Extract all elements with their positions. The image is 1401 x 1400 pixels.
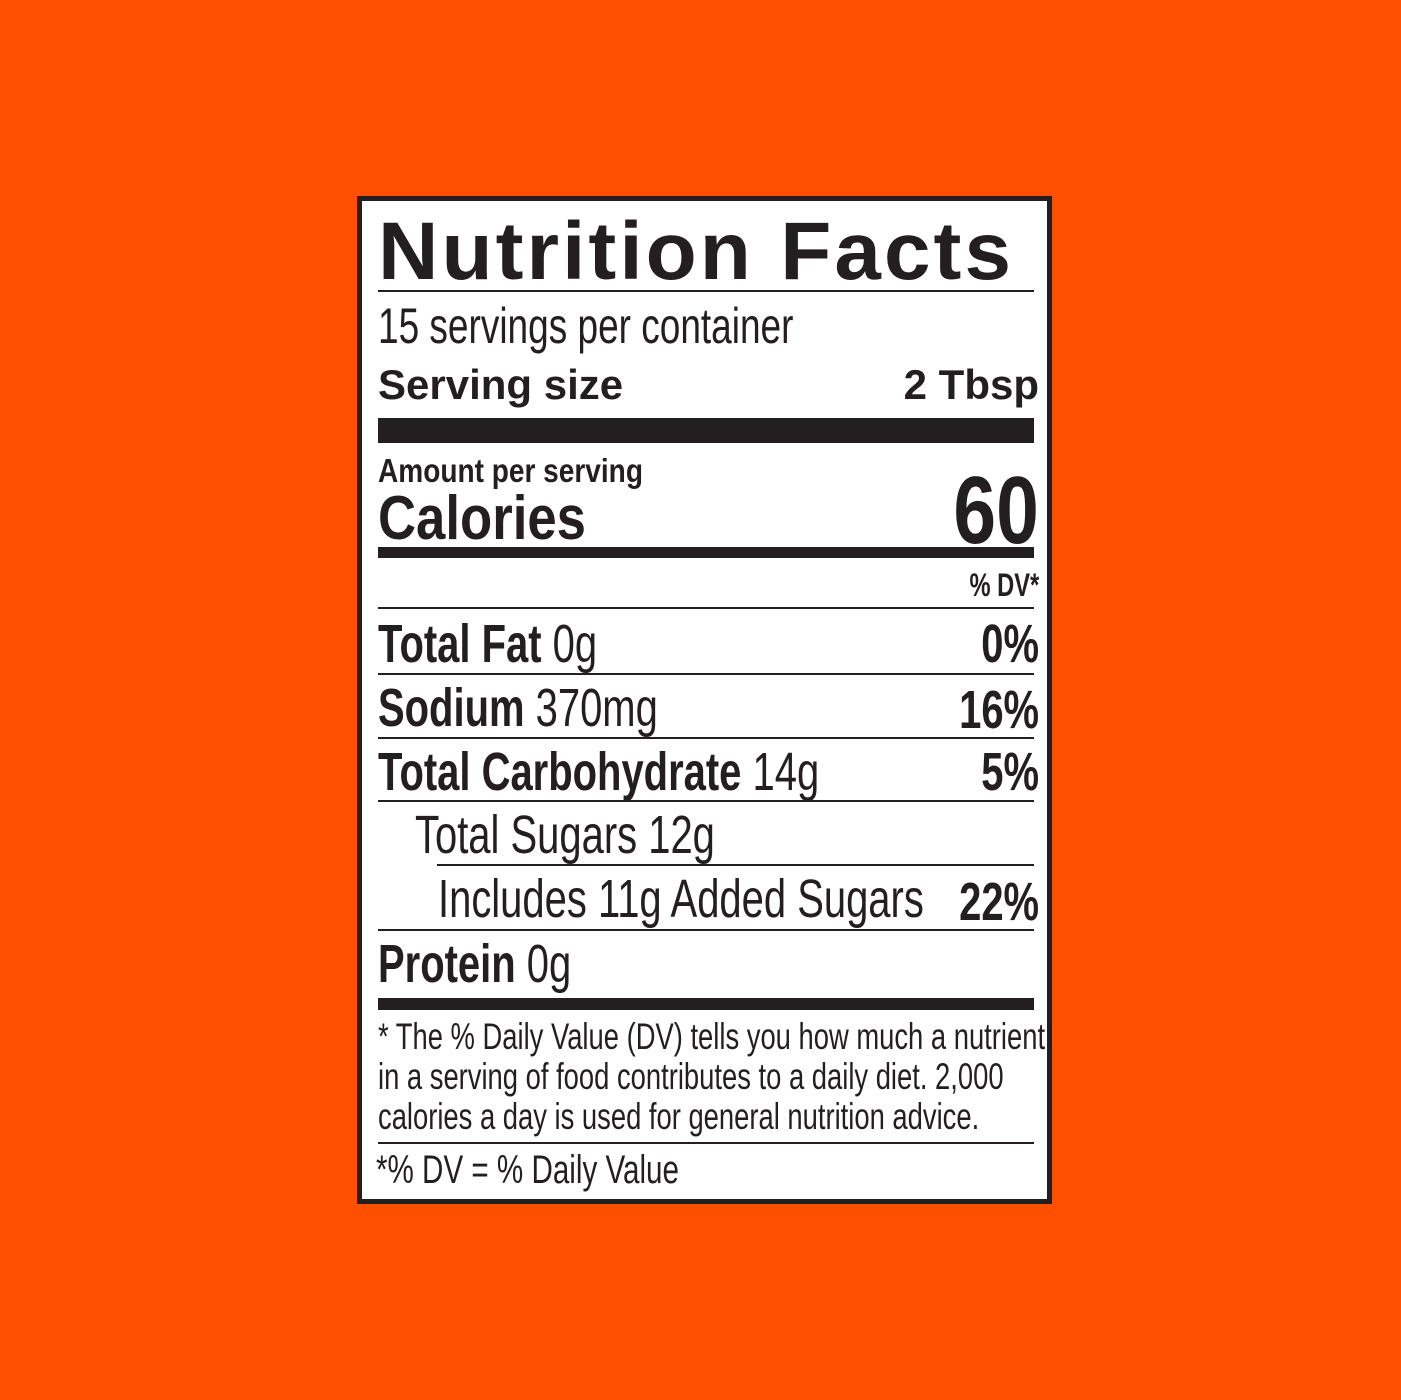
footnote-line: in a serving of food contributes to a da… [378, 1056, 1004, 1097]
dv-value: 5% [981, 742, 1039, 802]
nutrient-name: Total Sugars 12g [415, 805, 715, 865]
servings-per-container: 15 servings per container [378, 297, 939, 355]
serving-size-label: Serving size [378, 361, 624, 408]
nutrient-name: Sodium [378, 678, 525, 738]
nutrient-row-protein: Protein 0g [378, 933, 639, 995]
nutrient-amount: 0g [552, 614, 598, 674]
footnote: * The % Daily Value (DV) tells you how m… [378, 1017, 1279, 1137]
dv-sodium: 16% [931, 679, 1039, 741]
dv-definition: *% DV = % Daily Value [376, 1148, 785, 1193]
calories-value: 60 [932, 456, 1039, 566]
divider [437, 864, 1034, 866]
nutrition-facts-label: Nutrition Facts 15 servings per containe… [357, 196, 1052, 1204]
nutrient-name: Total Carbohydrate [378, 742, 742, 802]
amount-per-serving-text: Amount per serving [378, 452, 643, 489]
medium-divider [378, 547, 1034, 558]
title-text: Nutrition Facts [378, 206, 1015, 297]
divider [378, 1142, 1034, 1144]
nutrient-row-total-sugars: Total Sugars 12g [415, 804, 820, 866]
serving-size-value: 2 Tbsp [903, 361, 1039, 408]
divider [378, 800, 1034, 802]
dv-header: % DV* [945, 567, 1039, 604]
nutrient-name: Total Fat [378, 614, 542, 674]
dv-value: 0% [981, 614, 1039, 674]
nutrient-row-sodium: Sodium 370mg [378, 677, 756, 739]
nutrient-name: Protein [378, 934, 516, 994]
divider [378, 737, 1034, 739]
nutrient-row-added-sugars: Includes 11g Added Sugars [438, 868, 1095, 930]
dv-definition-text: *% DV = % Daily Value [376, 1148, 679, 1192]
dv-added-sugars: 22% [931, 871, 1039, 933]
dv-value: 22% [959, 872, 1039, 932]
nutrient-row-total-fat: Total Fat 0g [378, 613, 674, 675]
medium-divider [378, 998, 1034, 1010]
nutrient-amount: 14g [752, 742, 820, 802]
dv-header-text: % DV* [969, 567, 1039, 603]
footnote-line: calories a day is used for general nutri… [378, 1096, 980, 1137]
divider [378, 290, 1034, 292]
calories-value-text: 60 [953, 457, 1039, 564]
divider [378, 929, 1034, 931]
calories-label-text: Calories [378, 484, 586, 553]
amount-per-serving: Amount per serving [378, 452, 690, 490]
servings-text: 15 servings per container [378, 298, 794, 354]
divider [378, 673, 1034, 675]
dv-value: 16% [959, 680, 1039, 740]
nutrient-name: Includes 11g Added Sugars [438, 869, 924, 929]
nutrient-amount: 370mg [535, 678, 658, 738]
dv-total-fat: 0% [961, 613, 1039, 675]
thick-divider [378, 418, 1034, 443]
calories-label: Calories [378, 483, 623, 554]
footnote-line: * The % Daily Value (DV) tells you how m… [378, 1016, 1046, 1057]
dv-total-carbohydrate: 5% [961, 741, 1039, 803]
label-title: Nutrition Facts [378, 205, 1011, 299]
nutrient-amount: 0g [526, 934, 572, 994]
nutrient-row-total-carbohydrate: Total Carbohydrate 14g [378, 741, 974, 803]
divider [378, 607, 1034, 609]
